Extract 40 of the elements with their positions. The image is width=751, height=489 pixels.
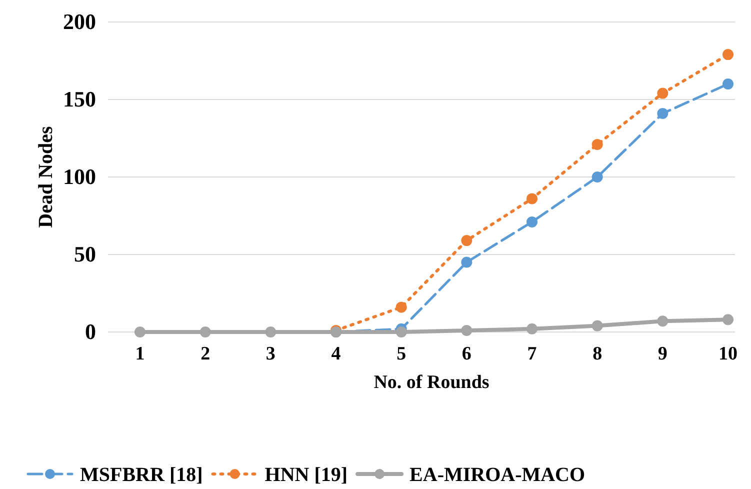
point (657, 88, 668, 99)
x-axis-title: No. of Rounds (374, 372, 490, 393)
point (592, 320, 603, 332)
point (396, 302, 407, 313)
x-tick-label: 8 (592, 343, 602, 364)
x-tick-label: 3 (266, 343, 276, 364)
x-tick-label: 5 (396, 343, 406, 364)
x-tick-label: 1 (135, 343, 145, 364)
x-tick-label: 4 (331, 343, 342, 364)
point (657, 108, 668, 119)
x-tick-label: 9 (658, 343, 668, 364)
legend-label: EA-MIROA-MACO (410, 464, 586, 486)
y-tick-label: 50 (74, 242, 96, 267)
point (722, 314, 734, 326)
point (134, 326, 146, 338)
legend-label: HNN [19] (264, 464, 348, 486)
point (461, 235, 472, 246)
x-tick-label: 2 (200, 343, 210, 364)
point (461, 324, 472, 336)
point (722, 49, 734, 60)
point (200, 326, 211, 338)
x-tick-label: 6 (462, 343, 472, 364)
legend-label: MSFBRR [18] (80, 464, 203, 486)
point (526, 323, 538, 334)
point (461, 256, 472, 268)
y-tick-label: 200 (63, 9, 96, 34)
y-tick-label: 150 (63, 86, 96, 112)
point (722, 78, 734, 90)
y-tick-label: 100 (63, 164, 96, 190)
point (592, 138, 603, 150)
x-tick-label: 10 (718, 343, 738, 364)
y-tick-label: 0 (85, 319, 96, 344)
point (657, 316, 668, 327)
x-tick-label: 7 (527, 343, 538, 364)
point (265, 326, 276, 338)
point (592, 172, 603, 182)
point (526, 193, 538, 204)
point (396, 326, 407, 338)
y-axis-title: Dead Nodes (35, 126, 57, 228)
point (526, 216, 538, 228)
